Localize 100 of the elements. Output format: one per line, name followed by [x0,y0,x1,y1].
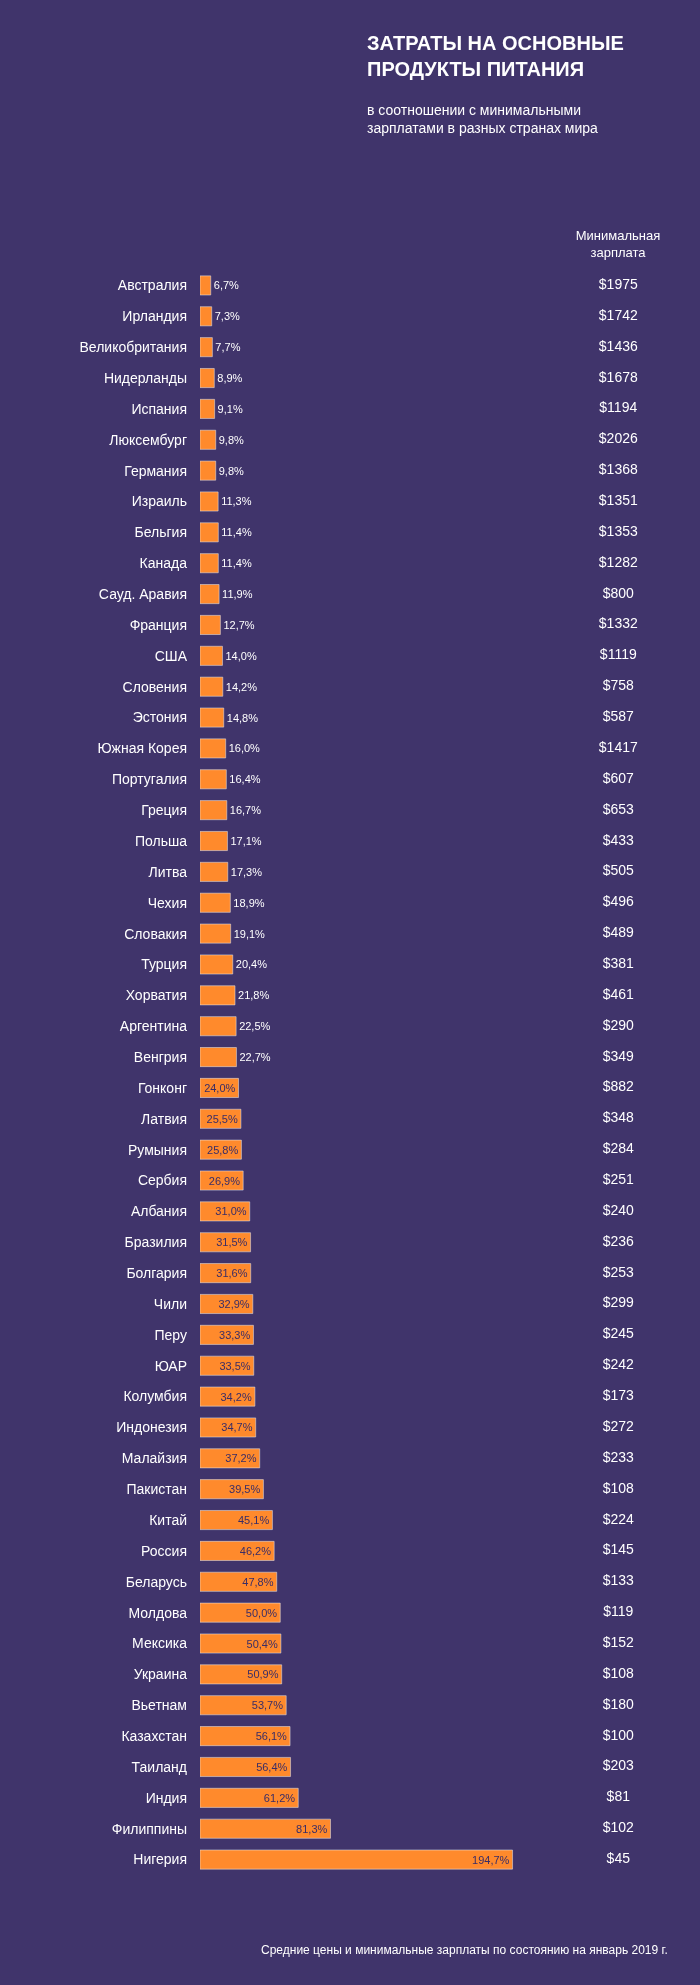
data-label: 14,8% [226,711,259,724]
bar [200,1757,291,1777]
data-label: $2026 [598,430,638,447]
data-label: $1417 [598,738,638,755]
y-tick-label: Испания [131,400,187,417]
data-label: 33,3% [219,1328,251,1341]
y-tick-label: Люксембург [109,431,187,448]
bar [200,1417,256,1438]
y-tick-label: Греция [141,802,187,819]
y-tick-label: Индия [145,1789,187,1806]
y-tick-label: Болгария [126,1265,187,1282]
data-label: 33,5% [219,1359,251,1372]
data-label: 24,0% [204,1081,236,1094]
data-label: $102 [602,1819,635,1836]
bar [200,831,228,851]
y-tick-label: Казахстан [121,1728,187,1745]
data-label: $1119 [599,646,637,663]
y-tick-label: Малайзия [121,1450,187,1467]
data-label: $1282 [598,553,638,570]
data-label: $758 [602,677,635,694]
y-tick-label: Вьетнам [131,1697,187,1714]
data-label: $1332 [598,615,638,632]
data-label: 53,7% [251,1699,284,1712]
data-label: $348 [602,1109,635,1126]
y-tick-label: Пакистан [126,1481,187,1498]
y-tick-label: Латвия [141,1110,187,1127]
data-label: $1436 [598,337,638,354]
bar [200,337,213,357]
y-tick-label: Перу [154,1326,187,1343]
data-label: 11,4% [221,557,252,570]
y-tick-label: Чехия [147,894,187,911]
y-tick-label: Германия [124,462,187,479]
data-label: $505 [602,862,635,879]
data-label: $882 [602,1078,635,1095]
data-label: $349 [602,1047,635,1064]
y-tick-label: Литва [148,863,188,880]
data-label: $242 [602,1356,635,1373]
data-label: 34,7% [221,1421,253,1434]
y-tick-label: Чили [153,1295,187,1312]
data-label: $299 [602,1294,635,1311]
data-label: $284 [602,1140,635,1157]
data-label: $251 [602,1171,635,1188]
y-tick-label: Сауд. Аравия [98,585,187,602]
y-tick-label: ЮАР [154,1357,187,1374]
bar [200,1448,260,1469]
data-label: $587 [602,708,635,725]
data-label: 31,6% [216,1267,248,1280]
bar [200,368,215,388]
data-label: 50,0% [245,1606,278,1619]
y-tick-label: Нидерланды [103,369,187,386]
data-label: 9,1% [217,402,243,415]
data-label: 50,4% [246,1637,278,1650]
data-label: 11,9% [222,588,253,601]
data-label: 21,8% [238,989,270,1002]
y-tick-label: Турция [141,956,187,973]
y-tick-label: Беларусь [125,1573,187,1590]
data-label: 7,7% [215,341,241,354]
y-tick-label: Молдова [128,1604,188,1621]
data-label: 22,7% [239,1051,271,1064]
data-label: 56,1% [255,1730,288,1743]
bar [200,800,228,820]
y-tick-label: Бразилия [124,1234,187,1251]
data-label: 12,7% [223,618,255,631]
data-label: $224 [602,1510,635,1527]
data-label: 19,1% [233,927,266,940]
data-label: 56,4% [256,1760,288,1773]
data-label: 46,2% [239,1544,272,1557]
data-label: $253 [602,1263,635,1280]
y-tick-label: Израиль [131,493,187,510]
data-label: $245 [602,1325,635,1342]
data-label: $496 [602,893,635,910]
data-label: $133 [602,1572,635,1589]
bar [200,460,216,481]
data-label: $45 [606,1850,631,1867]
data-label: $233 [602,1448,635,1465]
bar [200,1201,251,1222]
bar [200,1695,287,1716]
data-label: $607 [602,769,635,786]
bar [200,1664,282,1685]
data-label: 26,9% [208,1174,241,1187]
data-label: 8,9% [217,372,243,385]
data-label: $145 [602,1541,635,1558]
y-tick-label: Эстония [132,709,187,726]
data-label: $381 [602,954,635,971]
text: Средние цены и минимальные зарплаты по состоянию на январь 2019 г. [261,1943,668,1957]
y-tick-label: Южная Корея [97,740,187,757]
data-label: $173 [602,1387,635,1404]
bar [200,769,227,790]
y-tick-label: Венгрия [133,1048,187,1065]
data-label: $152 [602,1634,635,1651]
bar [200,1510,273,1530]
y-tick-label: Ирландия [122,308,187,325]
bar [200,676,224,697]
data-label: $108 [602,1479,635,1496]
y-tick-label: Мексика [132,1635,188,1652]
data-label: $272 [602,1417,635,1434]
y-tick-label: Франция [129,616,187,633]
y-tick-label: Албания [130,1203,187,1220]
data-label: $81 [606,1788,631,1805]
y-tick-label: Китай [149,1511,187,1528]
